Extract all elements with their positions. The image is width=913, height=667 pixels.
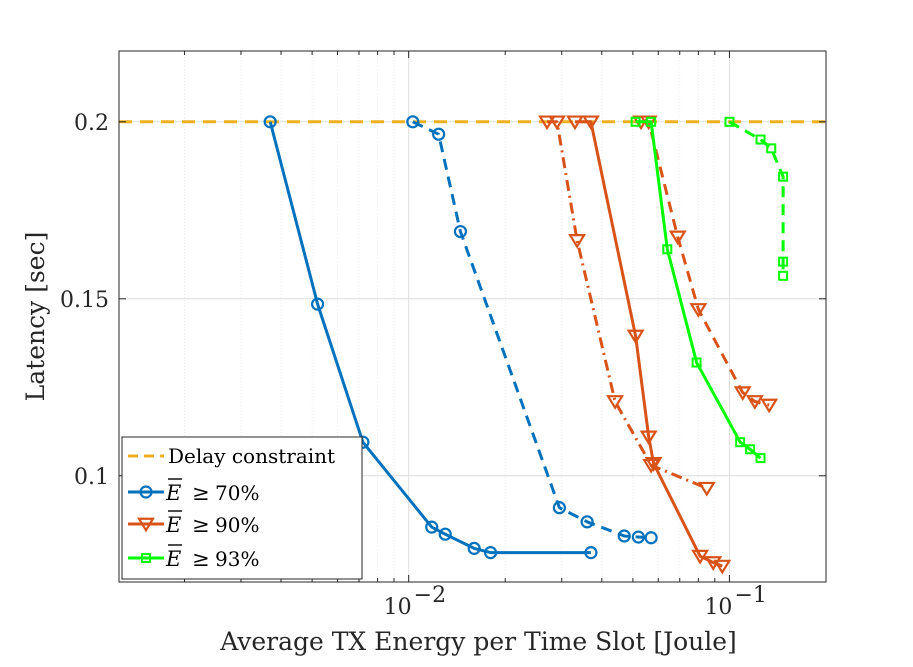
data-point xyxy=(646,116,657,127)
legend-relation: ≥ xyxy=(192,547,210,571)
x-tick-label-base: 10 xyxy=(704,595,732,620)
legend-symbol: E xyxy=(165,513,181,537)
legend-relation: ≥ xyxy=(192,513,210,537)
data-point xyxy=(580,515,594,529)
data-point xyxy=(568,234,587,249)
data-point xyxy=(626,329,645,345)
legend-marker xyxy=(141,553,151,563)
legend-entry: E ≥70% xyxy=(128,478,259,505)
data-point xyxy=(766,143,777,154)
data-point xyxy=(639,430,658,446)
data-point xyxy=(735,437,746,448)
legend-relation: ≥ xyxy=(192,481,210,505)
data-point xyxy=(778,270,789,281)
data-point xyxy=(745,395,764,410)
data-point xyxy=(467,541,481,555)
x-tick-label: 10 −2 xyxy=(384,583,446,620)
y-axis-label: Latency [sec] xyxy=(21,232,50,402)
series-line xyxy=(268,121,591,555)
y-tick-label: 0.2 xyxy=(74,111,109,136)
data-point xyxy=(584,546,598,560)
x-tick-label: 10 −1 xyxy=(704,583,766,620)
y-tick-label: 0.15 xyxy=(60,288,109,313)
data-point xyxy=(697,481,716,497)
data-point xyxy=(425,520,439,534)
series-line xyxy=(412,120,652,540)
series-7 xyxy=(724,116,789,281)
series-line xyxy=(635,120,762,460)
data-point xyxy=(713,559,732,575)
legend-symbol: E xyxy=(165,481,181,505)
data-point xyxy=(406,115,420,129)
legend-marker xyxy=(137,517,155,533)
data-point xyxy=(566,115,584,131)
data-point xyxy=(548,115,566,131)
legend-entry: E ≥90% xyxy=(128,510,259,537)
x-tick-label-base: 10 xyxy=(384,595,412,620)
data-point xyxy=(668,230,687,246)
series-line xyxy=(547,120,708,490)
series-layer xyxy=(119,115,826,575)
data-point xyxy=(630,116,641,127)
legend-value: 93% xyxy=(215,547,259,571)
data-point xyxy=(755,134,766,145)
legend-label: Delay constraint xyxy=(168,444,335,468)
data-point xyxy=(438,527,452,541)
plot-frame xyxy=(118,50,827,583)
data-point xyxy=(432,127,446,141)
axis-ticks: 0.10.150.210 −2 10 −1 xyxy=(60,51,826,620)
data-point xyxy=(606,395,625,410)
x-axis-label: Average TX Energy per Time Slot [Joule] xyxy=(219,627,737,656)
data-point xyxy=(778,256,789,267)
data-point xyxy=(760,398,779,414)
data-point xyxy=(310,297,325,311)
data-point xyxy=(263,115,277,129)
legend-value: 70% xyxy=(215,481,259,505)
data-point xyxy=(483,546,498,560)
data-point xyxy=(538,115,556,131)
legend-entry: E ≥93% xyxy=(128,544,259,571)
data-point xyxy=(662,244,673,255)
data-point xyxy=(745,444,756,455)
data-point xyxy=(453,224,468,239)
series-1 xyxy=(263,115,598,560)
y-tick-label: 0.1 xyxy=(74,465,109,490)
legend-value: 90% xyxy=(215,513,259,537)
series-line xyxy=(728,120,785,276)
data-point xyxy=(644,457,663,472)
data-point xyxy=(689,303,708,318)
legend-symbol: E xyxy=(165,547,181,571)
series-line xyxy=(575,120,723,568)
data-point xyxy=(631,530,645,544)
data-point xyxy=(691,549,710,565)
legend-box xyxy=(121,436,363,580)
x-tick-label-exponent: −2 xyxy=(414,583,446,608)
data-point xyxy=(642,458,661,474)
data-point xyxy=(644,531,658,545)
series-4 xyxy=(538,115,716,497)
series-2 xyxy=(406,115,658,545)
legend-entry: Delay constraint xyxy=(128,444,335,468)
series-6 xyxy=(630,116,766,464)
data-point xyxy=(617,529,631,543)
data-point xyxy=(691,357,702,368)
legend-marker xyxy=(139,485,153,499)
data-point xyxy=(778,171,789,182)
data-point xyxy=(552,501,566,515)
data-point xyxy=(581,115,600,131)
x-tick-label-exponent: −1 xyxy=(734,583,766,608)
data-point xyxy=(724,116,735,127)
series-3 xyxy=(566,115,732,575)
legend: Delay constraint E ≥70% E ≥90% E ≥93% xyxy=(121,436,363,580)
data-point xyxy=(755,453,766,464)
data-point xyxy=(733,386,752,402)
